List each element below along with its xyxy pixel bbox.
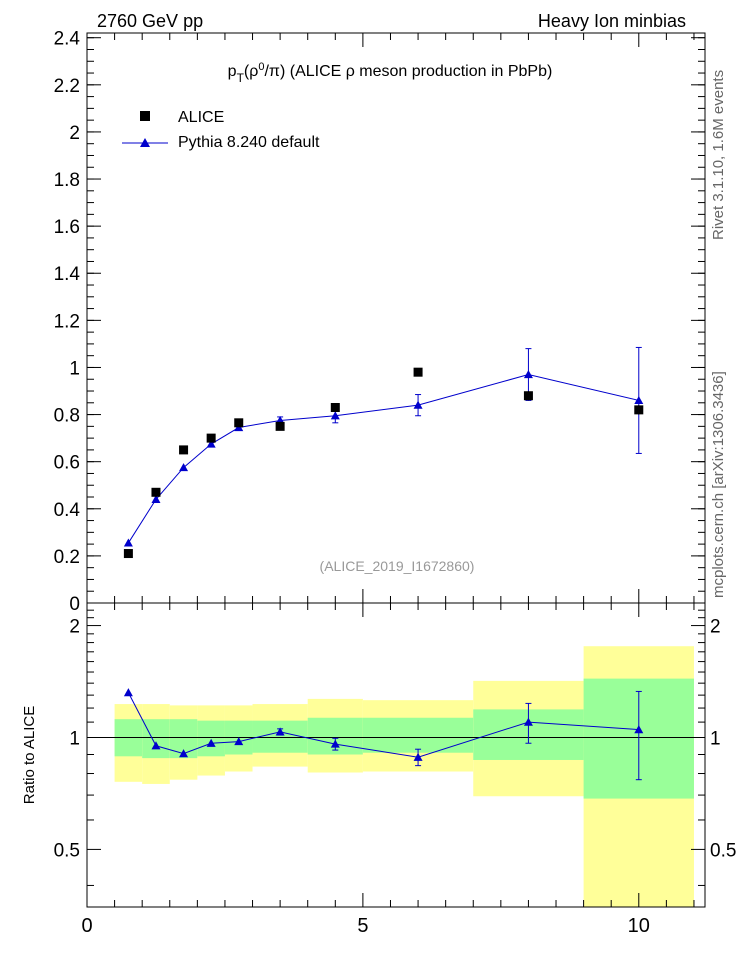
main-y-tick-label: 1.2 <box>54 311 80 332</box>
ratio-plot: 0 5 10 0.5 0.5 1 1 2 2 <box>54 602 736 937</box>
ratio-pythia-point <box>413 752 423 761</box>
ratio-stat-band <box>362 717 474 753</box>
header-right: Heavy Ion minbias <box>538 11 686 31</box>
main-y-tick-label: 0.6 <box>54 453 80 474</box>
main-y-tick-label: 0.8 <box>54 406 80 427</box>
alice-point <box>206 433 216 443</box>
ratio-pythia-point <box>330 739 340 748</box>
ratio-y-tick-label-left: 0.5 <box>54 840 80 861</box>
main-y-tick-label: 0.4 <box>54 500 81 521</box>
main-plot: 0 0.2 0.4 0.6 0.8 1 1.2 1.4 1.6 1.8 2 2.2 2.4 <box>54 29 706 615</box>
pythia-point <box>179 463 189 472</box>
pythia-point <box>634 395 644 405</box>
ratio-pythia-point <box>123 688 133 697</box>
ratio-pythia-point <box>179 749 189 758</box>
main-y-tick-label: 2.4 <box>54 29 81 50</box>
alice-point <box>151 487 161 497</box>
pythia-point <box>523 370 533 379</box>
main-y-tick-label: 2 <box>69 123 80 144</box>
legend-alice-label: ALICE <box>178 109 224 126</box>
mcplots-label: mcplots.cern.ch [arXiv:1306.3436] <box>710 371 727 598</box>
ratio-ylabel: Ratio to ALICE <box>21 706 38 804</box>
legend-pythia-label: Pythia 8.240 default <box>178 134 320 151</box>
pythia-point <box>330 411 340 420</box>
alice-point <box>234 418 244 428</box>
legend-pythia-marker <box>140 138 150 147</box>
ratio-y-tick-label-right: 2 <box>710 617 721 638</box>
pythia-line <box>127 374 639 544</box>
ratio-x-tick-label: 10 <box>628 915 650 937</box>
alice-point <box>634 405 644 415</box>
alice-point <box>123 549 133 559</box>
ratio-y-tick-label-left: 2 <box>69 617 80 638</box>
ratio-x-tick-label: 0 <box>81 915 92 937</box>
pythia-point <box>413 400 423 409</box>
ratio-pythia-point <box>206 738 216 747</box>
main-y-tick-label: 1.6 <box>54 217 80 238</box>
legend-alice-marker <box>140 111 150 121</box>
rivet-label: Rivet 3.1.10, 1.6M events <box>710 70 727 240</box>
ratio-stat-band <box>142 719 170 759</box>
alice-point <box>523 391 533 401</box>
ratio-pythia-point <box>151 741 161 750</box>
pythia-point <box>206 439 216 448</box>
pythia-point <box>123 538 133 547</box>
alice-point <box>179 445 189 455</box>
main-y-tick-label: 0.2 <box>54 547 80 568</box>
main-y-tick-label: 2.2 <box>54 76 80 97</box>
alice-point <box>330 403 340 413</box>
ratio-pythia-point <box>523 717 533 726</box>
alice-point <box>275 421 285 431</box>
main-y-tick-label: 1.4 <box>54 264 81 285</box>
main-title: pT(ρ0/π) (ALICE ρ meson production in Pb… <box>228 61 553 85</box>
analysis-watermark: (ALICE_2019_I1672860) <box>320 558 475 574</box>
ratio-pythia-line <box>127 692 639 758</box>
ratio-x-tick-label: 5 <box>357 915 368 937</box>
ratio-y-tick-label-left: 1 <box>69 728 80 749</box>
pythia-point <box>151 494 161 503</box>
ratio-y-tick-label-right: 0.5 <box>710 840 736 861</box>
main-y-tick-label: 1 <box>69 358 80 379</box>
legend: ALICE Pythia 8.240 default <box>122 109 320 151</box>
main-y-tick-label: 1.8 <box>54 170 80 191</box>
ratio-pythia-point <box>275 727 285 736</box>
main-y-tick-label: 0 <box>69 594 80 615</box>
alice-point <box>413 367 423 377</box>
ratio-y-tick-label-right: 1 <box>710 728 721 749</box>
ratio-pythia-point <box>634 725 644 734</box>
ratio-pythia-point <box>234 737 244 746</box>
header-left: 2760 GeV pp <box>97 11 203 31</box>
ratio-stat-band <box>197 720 225 757</box>
